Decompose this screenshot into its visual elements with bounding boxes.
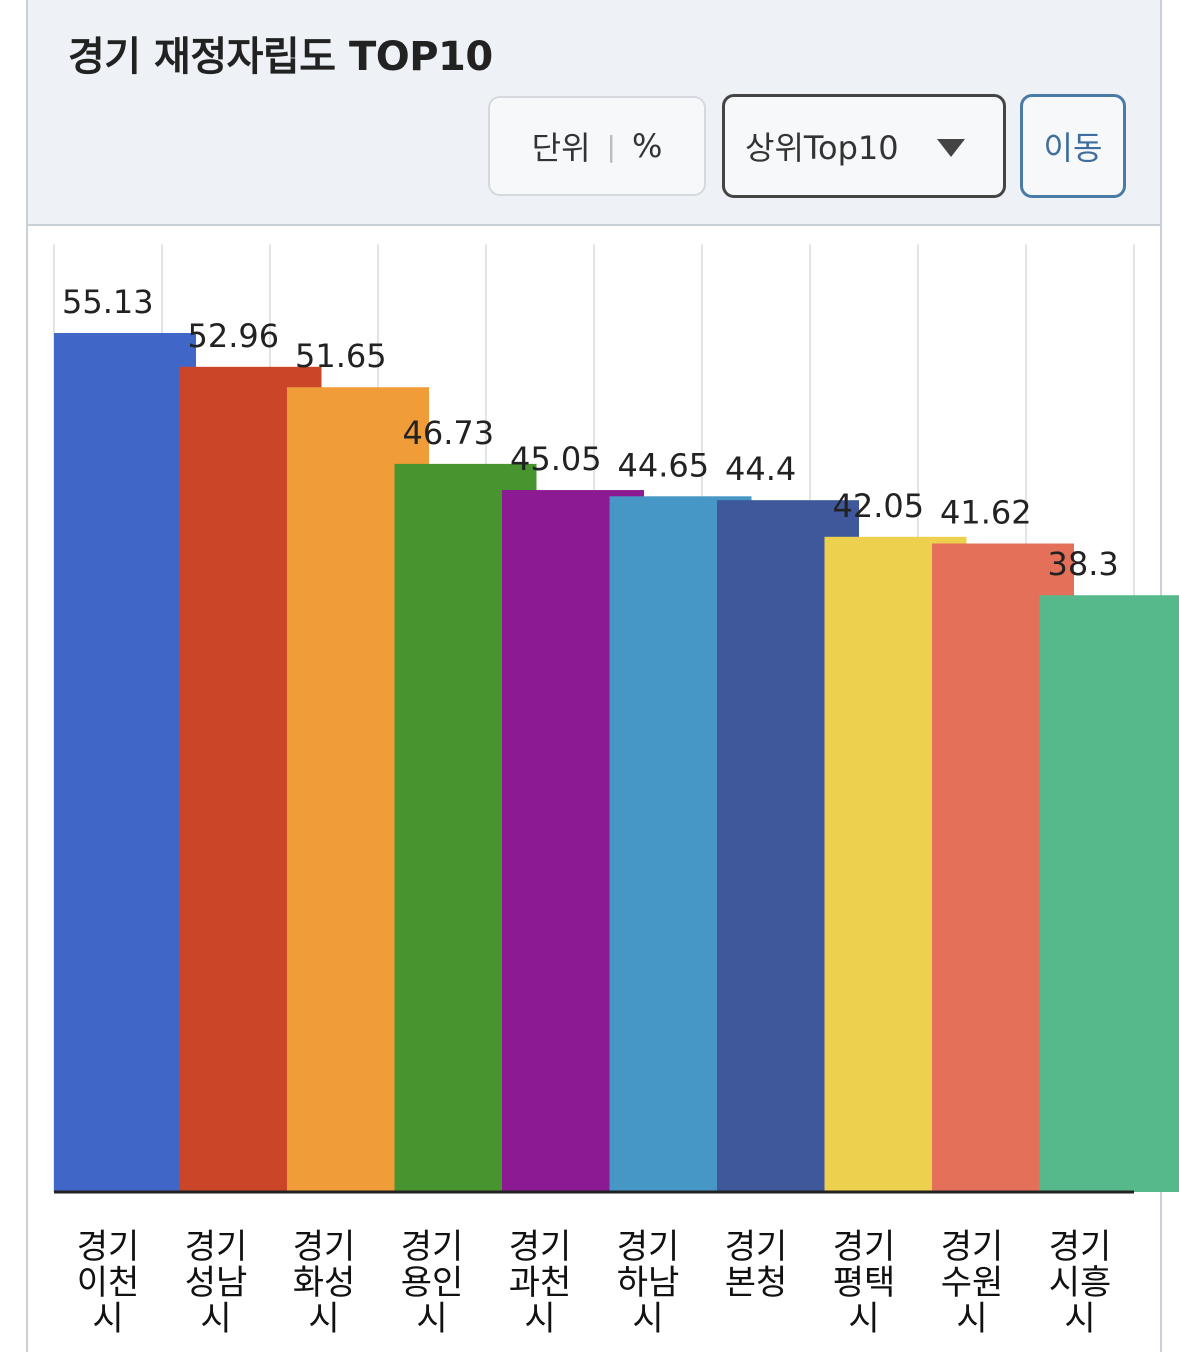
category-label: 경기 본청 <box>725 1227 788 1303</box>
bar-value-label: 46.73 <box>403 414 495 452</box>
unit-indicator: 단위 | % <box>488 96 706 196</box>
category-label: 경기 과천 시 <box>509 1227 572 1339</box>
bar <box>1039 595 1179 1192</box>
bar-value-label: 41.62 <box>940 494 1032 532</box>
range-select-value: 상위Top10 <box>745 129 899 167</box>
chart-title: 경기 재정자립도 TOP10 <box>68 34 493 80</box>
category-label: 경기 성남 시 <box>185 1227 248 1339</box>
go-button[interactable]: 이동 <box>1020 94 1126 198</box>
category-label: 경기 하남 시 <box>617 1227 680 1339</box>
unit-label: 단위 <box>531 129 591 167</box>
range-select[interactable]: 상위Top10 <box>722 94 1006 198</box>
category-label: 경기 이천 시 <box>77 1227 140 1339</box>
bar-value-label: 52.96 <box>188 317 280 355</box>
bar-value-label: 38.3 <box>1048 545 1119 583</box>
category-label: 경기 화성 시 <box>293 1227 356 1339</box>
category-label: 경기 시흥 시 <box>1049 1227 1112 1339</box>
category-label: 경기 수원 시 <box>941 1227 1004 1339</box>
unit-divider: | <box>606 129 616 163</box>
bar-value-label: 44.65 <box>618 446 710 484</box>
bar-value-label: 55.13 <box>62 283 154 321</box>
caret-down-icon <box>937 139 965 157</box>
category-label: 경기 용인 시 <box>401 1227 464 1339</box>
bar <box>54 333 196 1192</box>
panel-header: 경기 재정자립도 TOP10 단위 | % 상위Top10 이동 <box>28 0 1160 226</box>
bar-value-label: 51.65 <box>295 337 387 375</box>
bar-value-label: 44.4 <box>725 450 796 488</box>
category-label: 경기 평택 시 <box>833 1227 896 1339</box>
bar-value-label: 42.05 <box>833 487 925 525</box>
unit-value: % <box>631 127 663 165</box>
bar-value-label: 45.05 <box>510 440 602 478</box>
